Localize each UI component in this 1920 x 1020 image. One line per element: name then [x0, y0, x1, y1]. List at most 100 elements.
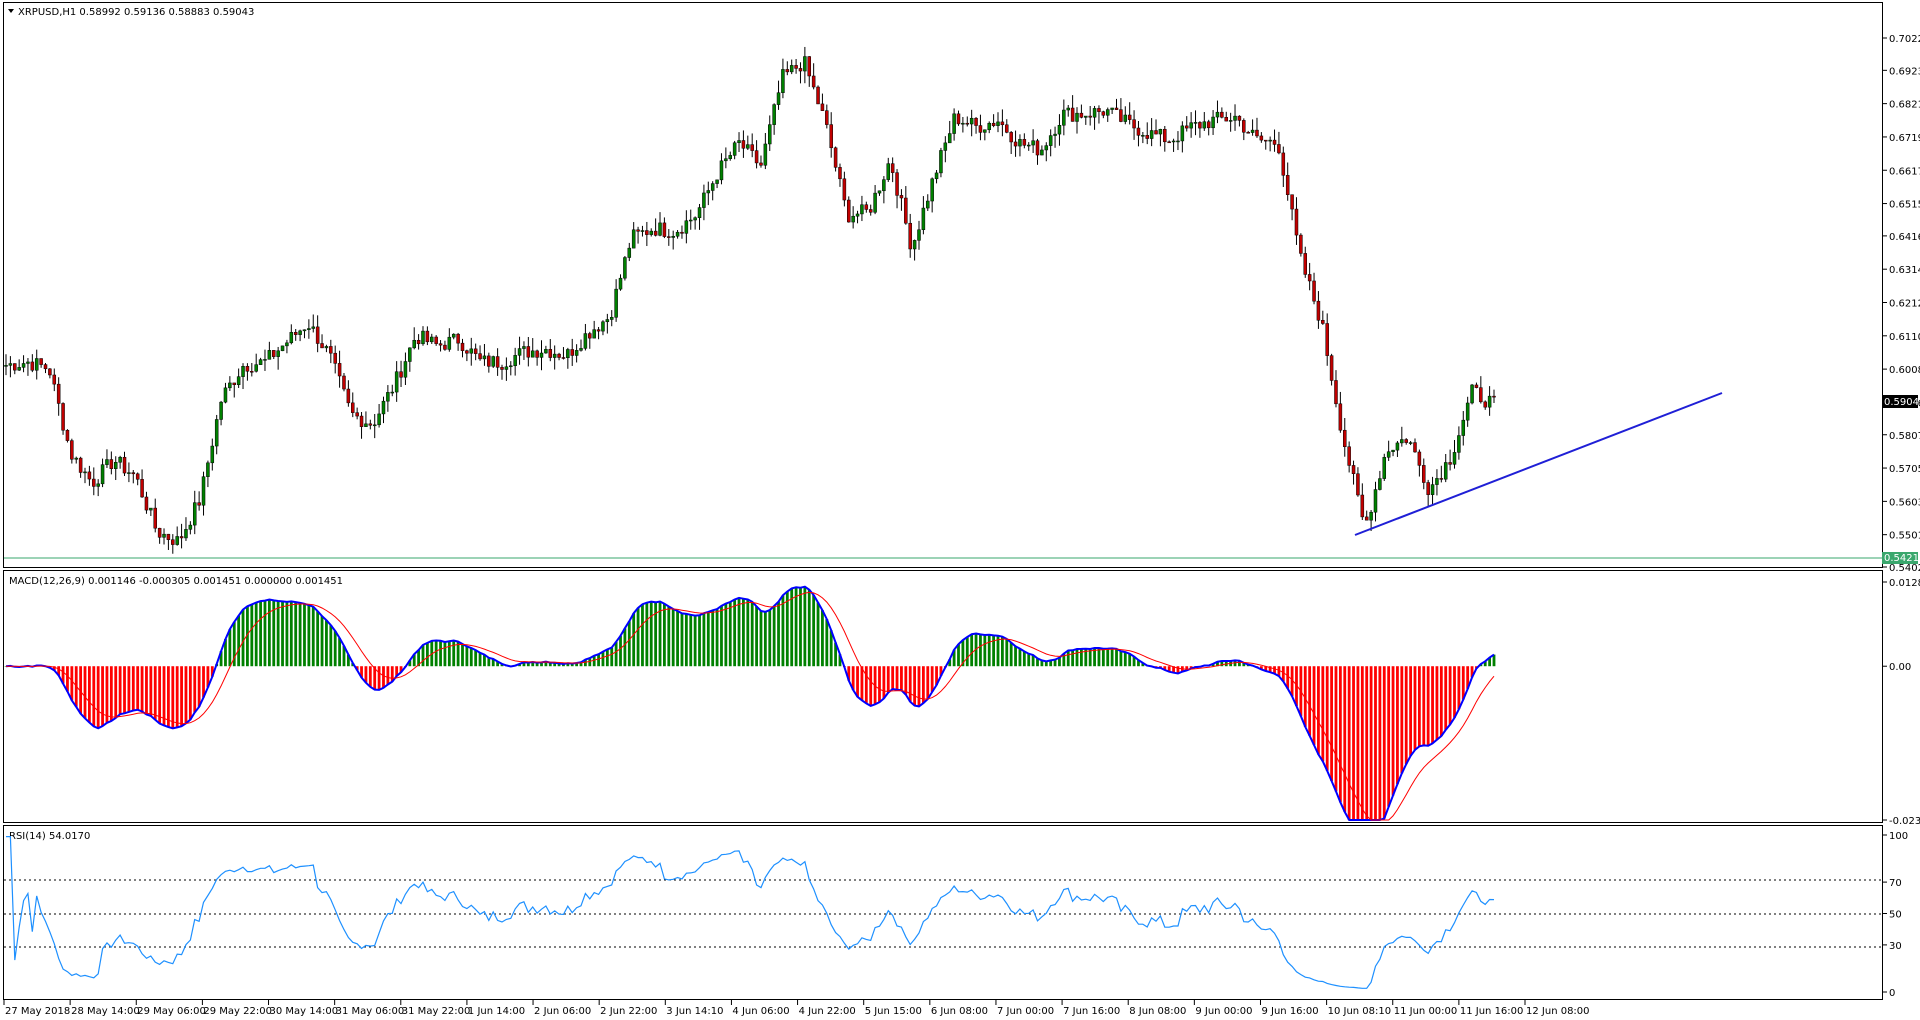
candle-body: [267, 350, 272, 360]
macd-histogram-bar: [724, 603, 728, 667]
macd-histogram-bar: [1167, 666, 1171, 672]
candle-body: [1163, 128, 1167, 143]
support-price-tag-bg: [1882, 552, 1918, 564]
candle-body: [1281, 152, 1286, 176]
candle-body: [1176, 140, 1180, 143]
candle-body: [820, 103, 825, 111]
candle-body: [1316, 300, 1321, 321]
candle-body: [1422, 465, 1426, 483]
candle-body: [728, 155, 732, 159]
macd-histogram-bar: [1110, 648, 1114, 667]
candle-body: [552, 353, 557, 358]
candle-body: [715, 179, 719, 184]
candle-body: [254, 364, 258, 372]
macd-histogram-bar: [518, 663, 521, 667]
macd-histogram-bar: [1268, 666, 1272, 673]
candle-body: [895, 172, 899, 196]
candle-body: [890, 163, 895, 173]
macd-histogram-bar: [1308, 666, 1312, 736]
macd-histogram-bar: [553, 662, 557, 667]
candle-body: [921, 207, 926, 230]
macd-histogram-bar: [1093, 648, 1096, 667]
macd-histogram-bar: [1352, 666, 1355, 820]
macd-histogram-bar: [105, 666, 109, 723]
candle-body: [482, 355, 487, 360]
macd-histogram-bar: [377, 666, 381, 690]
candle-body: [17, 367, 21, 371]
macd-histogram-bar: [935, 666, 938, 686]
candle-body: [34, 358, 39, 371]
macd-histogram-bar: [1163, 666, 1167, 671]
macd-histogram-bar: [171, 666, 175, 729]
macd-tick-label: 0.012884: [1889, 578, 1920, 589]
candle-body: [1123, 114, 1128, 122]
candle-body: [978, 125, 983, 133]
candle-body: [1228, 120, 1233, 122]
macd-histogram-bar: [891, 666, 895, 690]
macd-histogram-bar: [974, 633, 978, 667]
macd-histogram-bar: [307, 605, 311, 667]
price-axis: 0.70220 0.69230 0.68210 0.67190 0.66170 0.651…: [1882, 34, 1920, 574]
macd-histogram-bar: [153, 666, 157, 720]
macd-histogram-bar: [926, 666, 930, 700]
macd-histogram-bar: [566, 663, 570, 667]
macd-histogram-bar: [641, 604, 644, 667]
macd-histogram-bar: [136, 666, 140, 710]
candle-body: [1013, 141, 1018, 147]
candle-body: [509, 365, 513, 368]
candle-body: [1022, 139, 1027, 146]
candle-body: [855, 213, 860, 217]
macd-histogram-bar: [289, 601, 293, 667]
candle-body: [469, 348, 474, 354]
candle-body: [1395, 442, 1400, 451]
candle-body: [491, 356, 495, 367]
candle-body: [614, 288, 618, 318]
candle-body: [574, 350, 579, 356]
macd-histogram-bar: [443, 641, 447, 667]
candle-body: [1430, 484, 1435, 495]
macd-histogram-bar: [447, 641, 451, 667]
macd-histogram-bar: [1097, 647, 1101, 667]
macd-histogram-bar: [886, 666, 890, 693]
candle-body: [272, 350, 276, 357]
macd-histogram-bar: [601, 651, 605, 667]
macd-histogram-bar: [711, 610, 715, 667]
candle-body: [1277, 144, 1281, 154]
candle-body: [1329, 355, 1334, 381]
macd-histogram-bar: [860, 666, 864, 701]
trendline[interactable]: [1354, 392, 1723, 536]
candle-body: [1356, 473, 1360, 496]
candle-body: [504, 366, 509, 370]
candle-body: [1180, 125, 1185, 142]
candle-body: [640, 230, 645, 232]
macd-histogram-bar: [1189, 666, 1193, 669]
macd-histogram-bar: [1185, 666, 1189, 671]
macd-histogram-bar: [588, 658, 592, 667]
macd-histogram-bar: [197, 666, 201, 707]
macd-histogram-bar: [908, 666, 912, 702]
candle-body: [1167, 141, 1171, 144]
macd-histogram-bar: [1453, 666, 1456, 718]
candle-body: [908, 222, 912, 250]
candle-body: [1259, 135, 1264, 141]
candle-body: [118, 456, 122, 463]
candle-body: [1132, 119, 1136, 129]
macd-histogram-bar: [386, 666, 390, 685]
collapse-arrow-icon[interactable]: [8, 9, 14, 13]
macd-histogram-bar: [1330, 666, 1333, 781]
candle-body: [1105, 109, 1110, 116]
time-tick-label: 27 May 2018: [5, 1006, 70, 1017]
macd-histogram-bar: [316, 611, 320, 667]
macd-histogram-bar: [522, 662, 526, 667]
candle-body: [1312, 280, 1316, 302]
candle-body: [983, 129, 987, 133]
macd-histogram-bar: [1303, 666, 1307, 727]
macd-histogram-bar: [311, 606, 315, 667]
candle-body: [702, 192, 706, 208]
macd-histogram-bar: [755, 606, 758, 667]
price-panel-title: XRPUSD,H1 0.58992 0.59136 0.58883 0.5904…: [18, 7, 254, 18]
price-tick-label: 0.64160: [1889, 232, 1920, 243]
macd-histogram-bar: [1176, 666, 1180, 674]
candle-body: [1307, 274, 1312, 282]
macd-histogram-bar: [1273, 666, 1276, 674]
